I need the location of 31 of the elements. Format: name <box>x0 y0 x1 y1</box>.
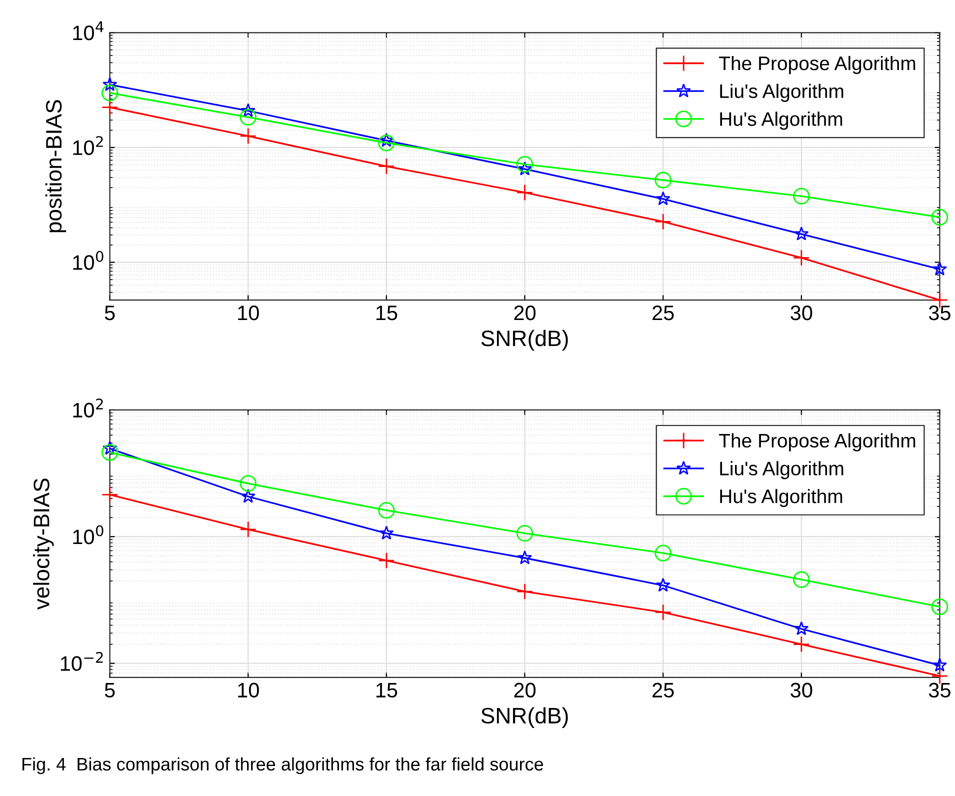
x-tick-label: 15 <box>376 683 398 698</box>
y-tick-label: 10$^{0}$ <box>73 525 104 544</box>
x-tick-label: 20 <box>514 682 536 698</box>
y-axis-title: position-BIAS <box>45 100 66 232</box>
legend-label: The Propose Algorithm <box>719 433 916 452</box>
caption: Fig. 4 Bias comparison of three algorithms for the far field source <box>22 757 544 774</box>
y-tick-label: 10$^{0}$ <box>73 250 104 270</box>
x-axis-title: SNR(dB) <box>481 330 568 351</box>
x-tick-label: 5 <box>104 306 115 320</box>
x-axis-title: SNR(dB) <box>481 707 568 728</box>
x-tick-label: 15 <box>376 306 398 320</box>
x-tick-label: 10 <box>238 306 259 320</box>
x-tick-label: 35 <box>928 682 950 698</box>
y-tick-label: 10$^{2}$ <box>73 398 103 418</box>
legend-label: Liu's Algorithm <box>720 461 844 480</box>
x-tick-label: 25 <box>652 306 674 320</box>
y-axis-title: velocity-BIAS <box>33 478 54 610</box>
x-tick-label: 25 <box>652 682 674 698</box>
x-tick-label: 5 <box>104 683 115 698</box>
y-tick-label: 10$^{2}$ <box>73 136 103 156</box>
y-tick-label: 10$^{4}$ <box>73 21 104 40</box>
legend-label: Hu's Algorithm <box>720 112 842 130</box>
x-tick-label: 10 <box>238 682 259 698</box>
legend-label: Liu's Algorithm <box>720 84 844 102</box>
y-tick-label: 10$^{−2}$ <box>60 652 103 671</box>
legend-label: Hu's Algorithm <box>720 488 842 508</box>
x-tick-label: 35 <box>928 306 950 320</box>
x-tick-label: 30 <box>790 306 812 320</box>
legend-label: The Propose Algorithm <box>719 56 916 74</box>
x-tick-label: 20 <box>514 306 536 320</box>
x-tick-label: 30 <box>790 682 812 698</box>
